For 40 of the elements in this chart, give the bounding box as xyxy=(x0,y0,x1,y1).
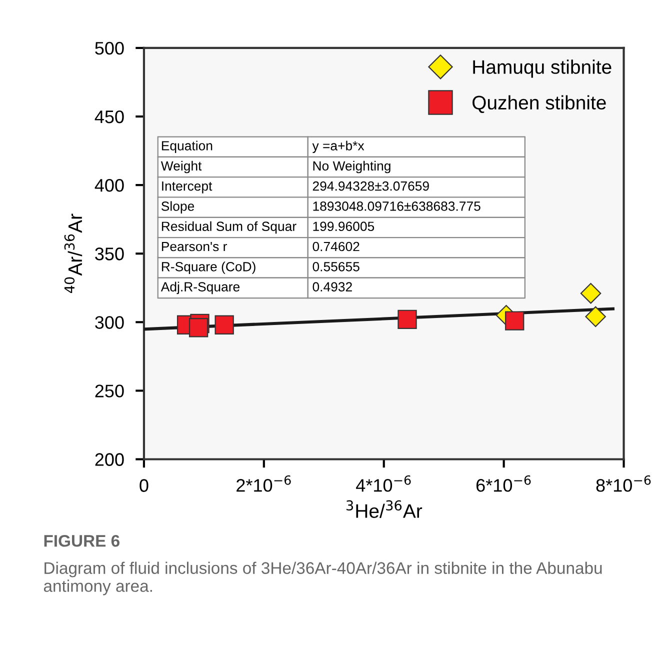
y-tick-label: 450 xyxy=(94,110,124,124)
annotation: Intercept xyxy=(162,182,212,194)
annotation: Residual Sum of Squar xyxy=(162,221,296,234)
annotation: No Weighting xyxy=(313,160,390,174)
legend-label: Hamuqu stibnite xyxy=(473,60,612,78)
y-tick-label: 500 xyxy=(95,42,124,55)
point xyxy=(214,315,234,334)
x-axis-title: $^{3}$He/$^{36}$Ar xyxy=(346,500,422,518)
caption: FIGURE 6 xyxy=(44,534,120,547)
y-tick-label: 300 xyxy=(95,316,124,329)
annotation: 0.4932 xyxy=(312,282,352,292)
x-tick-label: 6*10$^{−6}$ xyxy=(476,475,531,492)
annotation: Pearson's r xyxy=(162,242,227,252)
x-tick-label: 0 xyxy=(140,479,148,492)
y-axis-title: $^{40}$Ar/$^{36}$Ar xyxy=(64,214,82,293)
x-tick-label: 8*10$^{−6}$ xyxy=(596,475,651,492)
x-tick-label: 2*10$^{−6}$ xyxy=(236,475,291,492)
annotation: Equation xyxy=(162,140,212,154)
annotation: 199.96005 xyxy=(313,222,374,232)
point xyxy=(188,318,208,338)
annotation: Weight xyxy=(160,160,202,174)
annotation: 1893048.09716±638683.775 xyxy=(313,202,480,211)
y-tick-label: 200 xyxy=(95,453,124,466)
annotation: Adj.R-Square xyxy=(160,282,240,294)
point xyxy=(580,282,602,304)
y-tick-label: 400 xyxy=(94,178,124,192)
annotation: 0.55655 xyxy=(312,262,360,272)
legend-label: Quzhen stibnite xyxy=(472,95,606,114)
point xyxy=(585,306,606,328)
y-tick-label: 350 xyxy=(95,248,124,260)
text: Diagram of fluid inclusions of 3He/36Ar-40Ar/36Ar in stibnite in the Abunabu antimony area. xyxy=(44,562,602,596)
y-tick-label: 250 xyxy=(95,384,124,398)
x-tick-label: 4*10$^{−6}$ xyxy=(356,475,411,492)
point xyxy=(505,311,524,330)
annotation: Slope xyxy=(161,201,194,214)
annotation: R-Square (CoD) xyxy=(162,262,256,274)
annotation: 0.74602 xyxy=(312,242,360,252)
point xyxy=(398,310,417,329)
annotation: 294.94328±3.07659 xyxy=(312,181,429,191)
annotation: y =a+b*x xyxy=(312,140,364,154)
